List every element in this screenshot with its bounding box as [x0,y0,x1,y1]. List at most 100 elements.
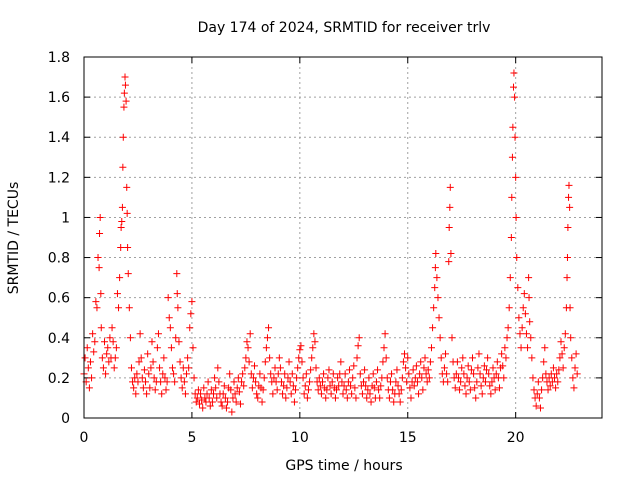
data-point [505,304,513,312]
data-point [516,330,524,338]
data-point [96,213,104,221]
data-point [97,290,105,298]
data-point [241,364,249,372]
data-point [541,344,549,352]
data-point [259,386,267,394]
data-point [343,394,351,402]
data-point [244,344,252,352]
data-point [214,364,222,372]
data-point [153,344,161,352]
data-point [348,390,356,398]
data-point [254,394,262,402]
data-point [115,304,123,312]
data-point [469,354,476,362]
data-point [119,163,127,171]
data-point [472,394,480,402]
data-point [448,334,456,342]
data-point [406,384,414,392]
data-point [432,250,440,258]
data-point [295,354,303,362]
data-point [118,217,126,225]
data-point [123,183,131,191]
data-point [296,346,304,354]
data-point [270,374,278,382]
data-point [460,370,468,378]
data-point [239,370,247,378]
data-point [375,386,383,394]
data-point [277,378,285,386]
data-point [503,334,511,342]
data-point [177,374,185,382]
data-point [488,378,496,386]
data-point [144,350,152,358]
data-point [302,370,310,378]
data-point [326,382,334,390]
data-point [156,364,164,372]
data-point [263,334,271,342]
data-point [510,69,518,77]
data-point [429,324,437,332]
data-point [452,370,460,378]
data-point [197,390,205,398]
data-point [483,366,491,374]
y-tick-label: 0 [61,411,70,427]
data-point [323,386,331,394]
data-point [365,374,373,382]
data-point [308,354,316,362]
data-point [274,370,282,378]
data-point [401,350,409,358]
data-point [407,394,415,402]
data-point [331,394,339,402]
data-point [425,374,433,382]
data-point [349,374,357,382]
data-point [110,364,118,372]
data-point [431,264,439,272]
data-point [81,354,89,362]
data-point [251,362,259,370]
data-point [85,384,93,392]
data-point [134,378,142,386]
data-point [513,254,521,262]
data-point [265,324,273,332]
data-point [463,374,471,382]
data-point [90,348,98,356]
data-point [120,103,128,111]
data-point [159,370,167,378]
data-point [480,362,488,370]
data-point [84,364,92,372]
data-point [558,350,566,358]
data-point [437,354,445,362]
data-point [383,374,391,382]
data-point [228,408,236,416]
data-point [282,394,290,402]
data-point [213,394,221,402]
data-point [139,384,147,392]
data-point [568,354,576,362]
data-point [299,374,307,382]
data-point [426,358,434,366]
data-point [506,274,514,282]
data-point [395,390,403,398]
data-point [189,344,197,352]
data-point [364,386,372,394]
data-point [207,386,215,394]
data-point [433,274,441,282]
data-point [167,344,175,352]
data-point [381,330,389,338]
data-point [157,378,165,386]
data-point [554,378,562,386]
x-tick-label: 0 [80,430,89,446]
y-tick-label: 1.6 [48,90,70,106]
data-point [194,386,202,394]
data-point [417,358,425,366]
data-point [333,386,341,394]
data-point [473,378,481,386]
data-point [221,394,229,402]
data-point [127,364,135,372]
y-tick-label: 0.6 [48,291,70,307]
data-point [202,398,210,406]
data-point [86,358,94,366]
data-point [370,384,378,392]
data-point [193,394,201,402]
data-point [315,374,323,382]
